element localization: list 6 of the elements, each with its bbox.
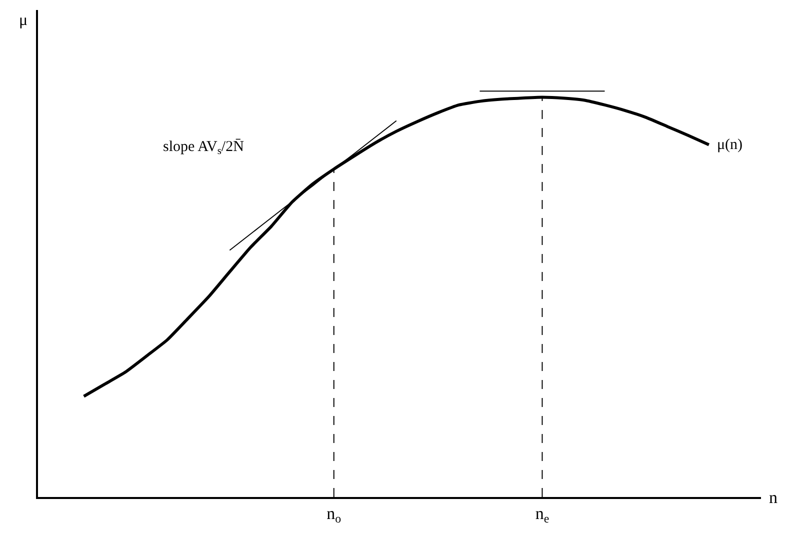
series-label: μ(n) <box>717 137 743 153</box>
x-tick-label: n$_{o}$ <box>326 504 342 526</box>
x-tick-label: n$_{e}$ <box>535 504 550 526</box>
y-axis-title: μ <box>19 12 28 29</box>
x-axis-title: n <box>769 488 778 507</box>
annotation: slope AV$_{s}$/2N̄ <box>163 138 244 157</box>
